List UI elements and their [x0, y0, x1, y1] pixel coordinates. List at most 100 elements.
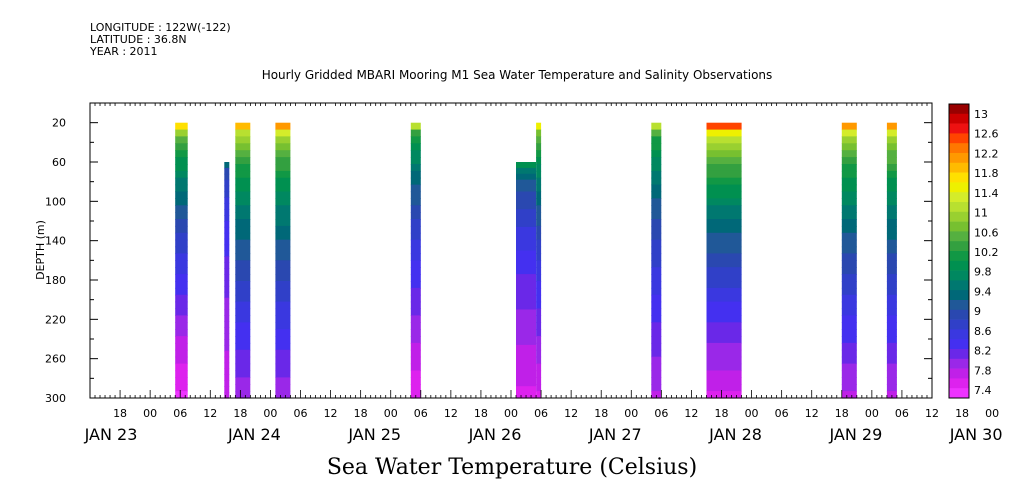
data-column-4-band — [410, 129, 421, 138]
colorbar-swatch — [949, 153, 969, 164]
data-column-4-band — [410, 212, 421, 220]
data-column-4-band — [410, 294, 421, 303]
x-hour-label: 12 — [684, 407, 698, 420]
data-column-4-band — [410, 315, 421, 323]
data-column-2-band — [235, 315, 251, 323]
data-column-5-band — [516, 162, 536, 169]
data-column-7-band — [651, 329, 662, 337]
colorbar-swatch — [949, 349, 969, 360]
data-column-0-band — [175, 267, 188, 275]
data-column-5-band — [516, 327, 536, 334]
data-column-0-band — [175, 246, 188, 255]
latitude-label: LATITUDE : 36.8N — [90, 33, 187, 46]
colorbar-swatch — [949, 192, 969, 203]
colorbar-swatch — [949, 339, 969, 350]
data-column-8-band — [706, 129, 742, 138]
data-column-2-band — [235, 281, 251, 289]
data-column-1-band — [224, 238, 230, 246]
data-column-2-band — [235, 170, 251, 179]
data-column-1-band — [224, 291, 230, 299]
data-column-2-band — [235, 287, 251, 296]
data-column-8-band — [706, 246, 742, 255]
data-column-2-band — [235, 212, 251, 220]
colorbar-label: 11 — [974, 207, 988, 220]
data-column-5-band — [516, 291, 536, 299]
data-column-5-band — [516, 386, 536, 393]
data-column-1-band — [224, 386, 230, 393]
data-column-5-band — [516, 179, 536, 187]
data-column-4-band — [410, 136, 421, 144]
x-day-label: JAN 25 — [347, 425, 401, 444]
data-column-8-band — [706, 294, 742, 303]
data-column-3-band — [275, 239, 291, 248]
data-column-6-band — [536, 281, 542, 289]
data-column-5-band — [516, 285, 536, 293]
data-column-1-band — [224, 380, 230, 387]
data-column-0-band — [175, 164, 188, 172]
data-column-0-band — [175, 281, 188, 289]
data-column-8-band — [706, 267, 742, 275]
x-hour-label: 18 — [113, 407, 127, 420]
data-column-9-band — [841, 232, 857, 241]
data-column-3-band — [275, 253, 291, 261]
data-column-9-band — [841, 225, 857, 234]
data-column-8-band — [706, 225, 742, 234]
data-column-1-band — [224, 203, 230, 210]
data-column-3-band — [275, 342, 291, 351]
data-column-0-band — [175, 129, 188, 138]
data-column-4-band — [410, 232, 421, 241]
data-column-2-band — [235, 143, 251, 151]
data-column-8-band — [706, 184, 742, 193]
data-column-8-band — [706, 205, 742, 213]
data-column-2-band — [235, 391, 251, 399]
data-column-8-band — [706, 253, 742, 261]
data-column-6-band — [536, 225, 542, 234]
data-column-2-band — [235, 150, 251, 158]
x-hour-label: 00 — [143, 407, 157, 420]
data-column-10-band — [886, 384, 897, 392]
colorbar-swatch — [949, 182, 969, 193]
data-column-5-band — [516, 226, 536, 234]
data-column-2-band — [235, 232, 251, 241]
data-column-4-band — [410, 157, 421, 165]
data-column-2-band — [235, 129, 251, 138]
data-column-6-band — [536, 377, 542, 385]
x-hour-label: 12 — [444, 407, 458, 420]
data-column-0-band — [175, 384, 188, 392]
colorbar-swatch — [949, 290, 969, 301]
data-column-0-band — [175, 349, 188, 358]
colorbar-swatch — [949, 309, 969, 320]
data-column-10-band — [886, 136, 897, 144]
data-column-0-band — [175, 391, 188, 399]
data-column-6-band — [536, 294, 542, 303]
data-column-7-band — [651, 225, 662, 234]
x-hour-label: 06 — [414, 407, 428, 420]
data-column-1-band — [224, 374, 230, 381]
data-column-2-band — [235, 308, 251, 316]
data-column-6-band — [536, 164, 542, 172]
colorbar-swatch — [949, 241, 969, 252]
data-column-8-band — [706, 260, 742, 268]
data-column-1-band — [224, 162, 230, 169]
data-column-7-band — [651, 205, 662, 213]
y-tick-label: 20 — [52, 117, 66, 130]
data-column-2-band — [235, 198, 251, 206]
data-column-10-band — [886, 342, 897, 351]
data-column-7-band — [651, 260, 662, 268]
data-column-2-band — [235, 336, 251, 344]
data-column-10-band — [886, 363, 897, 372]
colorbar-swatch — [949, 260, 969, 271]
colorbar-swatch — [949, 300, 969, 311]
data-column-2-band — [235, 349, 251, 358]
colorbar-swatch — [949, 270, 969, 281]
data-column-8-band — [706, 342, 742, 351]
y-tick-label: 220 — [45, 313, 66, 326]
data-column-8-band — [706, 150, 742, 158]
colorbar-label: 7.4 — [974, 384, 992, 397]
data-column-1-band — [224, 256, 230, 263]
data-column-10-band — [886, 294, 897, 303]
data-column-2-band — [235, 205, 251, 213]
data-column-5-band — [516, 173, 536, 181]
data-column-10-band — [886, 150, 897, 158]
data-column-1-band — [224, 350, 230, 358]
